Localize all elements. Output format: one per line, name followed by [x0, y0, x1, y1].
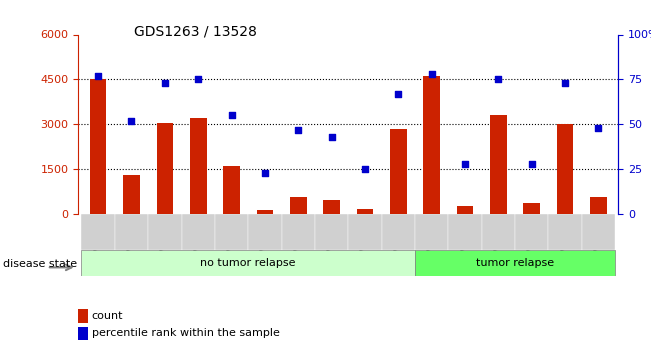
Point: [293, 127, 303, 132]
Bar: [390, 129, 407, 214]
Bar: [357, 209, 373, 214]
Bar: [515, 214, 548, 250]
Bar: [81, 214, 115, 250]
Bar: [415, 214, 449, 250]
Bar: [315, 214, 348, 250]
Bar: [78, 309, 88, 323]
Text: no tumor relapse: no tumor relapse: [201, 258, 296, 268]
Bar: [256, 210, 273, 214]
Bar: [81, 250, 415, 276]
Bar: [215, 214, 248, 250]
Point: [260, 170, 270, 175]
Bar: [449, 214, 482, 250]
Point: [527, 161, 537, 166]
Point: [326, 134, 337, 139]
Bar: [348, 214, 381, 250]
Point: [593, 125, 603, 130]
Bar: [282, 214, 315, 250]
Bar: [115, 214, 148, 250]
Point: [393, 91, 404, 97]
Text: GDS1263 / 13528: GDS1263 / 13528: [134, 24, 256, 38]
Point: [426, 71, 437, 77]
Bar: [148, 214, 182, 250]
Bar: [557, 124, 574, 214]
Bar: [423, 76, 440, 214]
Text: count: count: [92, 311, 123, 321]
Point: [159, 80, 170, 86]
Point: [360, 166, 370, 172]
Point: [227, 112, 237, 118]
Bar: [123, 175, 140, 214]
Bar: [290, 197, 307, 214]
Bar: [90, 79, 107, 214]
Point: [460, 161, 470, 166]
Bar: [190, 118, 206, 214]
Bar: [548, 214, 582, 250]
Bar: [523, 203, 540, 214]
Text: percentile rank within the sample: percentile rank within the sample: [92, 328, 279, 338]
Text: disease state: disease state: [3, 259, 77, 269]
Bar: [223, 166, 240, 214]
Bar: [490, 115, 506, 214]
Bar: [482, 214, 515, 250]
Bar: [582, 214, 615, 250]
Bar: [415, 250, 615, 276]
Point: [193, 77, 203, 82]
Bar: [324, 200, 340, 214]
Bar: [78, 327, 88, 340]
Point: [560, 80, 570, 86]
Point: [93, 73, 104, 79]
Bar: [381, 214, 415, 250]
Bar: [590, 197, 607, 214]
Bar: [156, 123, 173, 214]
Bar: [457, 206, 473, 214]
Point: [126, 118, 137, 124]
Bar: [248, 214, 282, 250]
Bar: [182, 214, 215, 250]
Text: tumor relapse: tumor relapse: [476, 258, 554, 268]
Point: [493, 77, 504, 82]
